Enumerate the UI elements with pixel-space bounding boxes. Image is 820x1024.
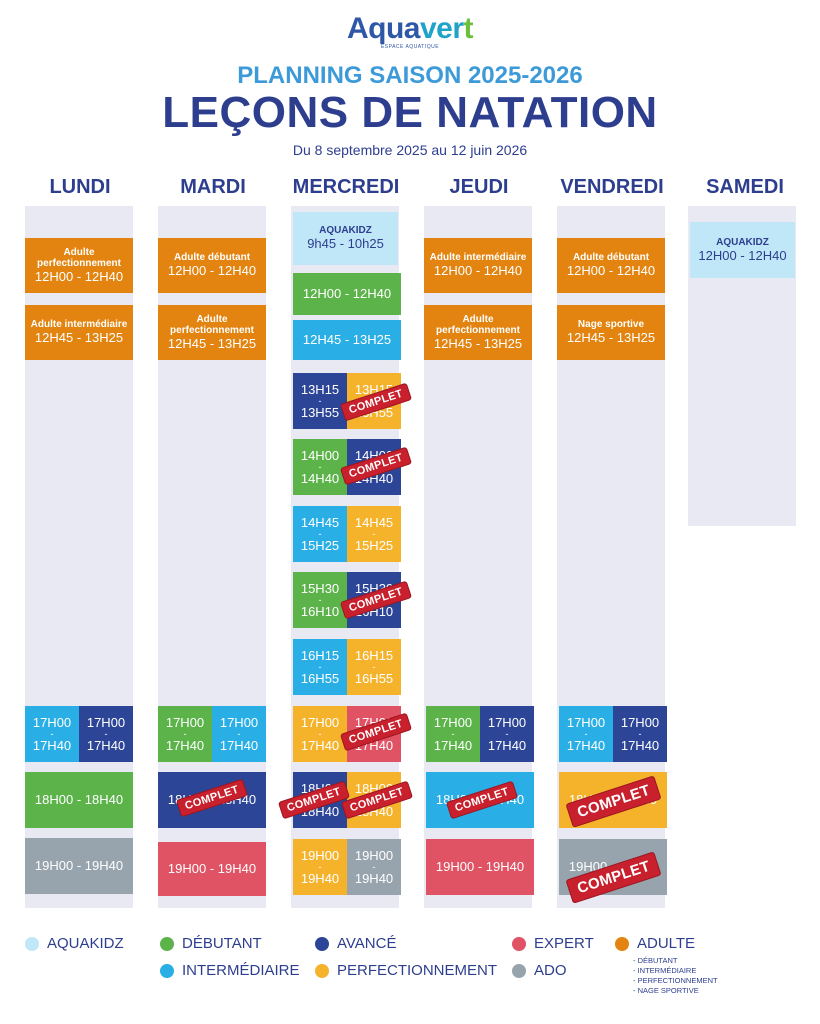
- lesson-slot[interactable]: 16H15-16H55: [347, 639, 401, 695]
- lesson-slot[interactable]: 14H00-14H40: [293, 439, 347, 495]
- lesson-slot[interactable]: 19H00 - 19H40: [25, 838, 133, 894]
- day-header-samedi: SAMEDI: [706, 176, 784, 198]
- day-header-jeudi: JEUDI: [449, 176, 509, 198]
- lesson-time: 12H45 - 13H25: [433, 335, 523, 351]
- lesson-slot[interactable]: 15H30-16H10: [293, 572, 347, 628]
- lesson-slot[interactable]: 17H00-17H40: [25, 706, 79, 762]
- lesson-time: 12H00 - 12H40: [698, 247, 787, 263]
- lesson-time: 12H00 - 12H40: [433, 263, 523, 278]
- lesson-time: 12H45 - 13H25: [566, 330, 656, 345]
- lesson-name: Nage sportive: [577, 319, 645, 330]
- lesson-name: Adulte perfectionnement: [436, 313, 520, 336]
- lesson-slot[interactable]: Nage sportive 12H45 - 13H25: [557, 305, 665, 360]
- lesson-name: Adulte débutant: [173, 252, 251, 263]
- lesson-name: Adulte débutant: [572, 252, 650, 263]
- lesson-slot[interactable]: 17H00-17H40: [426, 706, 480, 762]
- adulte-dot-icon: [615, 936, 629, 951]
- lesson-time: 12H00 - 12H40: [302, 286, 392, 301]
- debutant-dot-icon: [160, 936, 174, 951]
- legend-ado: ADO: [512, 962, 567, 979]
- adulte-sublist: - DÉBUTANT - INTERMÉDIAIRE - PERFECTIONN…: [633, 956, 718, 995]
- legend-expert: EXPERT: [512, 935, 594, 952]
- lesson-slot[interactable]: 19H00-19H40: [347, 839, 401, 895]
- logo-wordmark: Aquavert: [346, 12, 474, 45]
- lesson-slot[interactable]: 18H00 - 18H40: [25, 772, 133, 828]
- lesson-time: 19H00 - 19H40: [34, 858, 124, 873]
- aquakidz-dot-icon: [25, 936, 39, 951]
- lesson-slot[interactable]: Adulte perfectionnement 12H45 - 13H25: [158, 305, 266, 360]
- lesson-slot[interactable]: AQUAKIDZ 9h45 - 10h25: [293, 212, 398, 265]
- legend-aquakidz: AQUAKIDZ: [25, 935, 124, 952]
- lesson-slot[interactable]: Adulte intermédiaire 12H00 - 12H40: [424, 238, 532, 293]
- legend-avance: AVANCÉ: [315, 935, 396, 952]
- lesson-time: 12H00 - 12H40: [167, 263, 257, 278]
- lesson-slot[interactable]: Adulte perfectionnement 12H45 - 13H25: [424, 305, 532, 360]
- lesson-slot[interactable]: 14H45-15H25: [347, 506, 401, 562]
- lesson-name: AQUAKIDZ: [716, 236, 769, 248]
- lesson-slot[interactable]: 17H00-17H40: [559, 706, 613, 762]
- lesson-name: Adulte perfectionnement: [37, 246, 121, 269]
- lesson-time: 12H45 - 13H25: [34, 330, 124, 345]
- lesson-name: Adulte intermédiaire: [429, 252, 527, 263]
- lesson-slot[interactable]: Adulte intermédiaire 12H45 - 13H25: [25, 305, 133, 360]
- legend-debutant: DÉBUTANT: [160, 935, 262, 952]
- lesson-time: 18H00 - 18H40: [34, 792, 124, 807]
- lesson-name: Adulte perfectionnement: [170, 313, 254, 336]
- lesson-time: 19H00 - 19H40: [167, 861, 257, 876]
- lesson-time: 9h45 - 10h25: [307, 236, 384, 251]
- lesson-slot[interactable]: 17H00-17H40: [613, 706, 667, 762]
- lesson-time: 12H45 - 13H25: [302, 332, 392, 347]
- intermediaire-dot-icon: [160, 963, 174, 978]
- lesson-slot[interactable]: 19H00 - 19H40: [158, 842, 266, 896]
- lesson-name: Adulte intermédiaire: [30, 319, 128, 330]
- lesson-slot[interactable]: 12H00 - 12H40: [293, 273, 401, 315]
- lesson-slot[interactable]: 19H00-19H40: [293, 839, 347, 895]
- avance-dot-icon: [315, 936, 329, 951]
- lesson-time: 12H00 - 12H40: [566, 263, 656, 278]
- lesson-slot[interactable]: 17H00-17H40: [293, 706, 347, 762]
- lesson-slot[interactable]: 16H15-16H55: [293, 639, 347, 695]
- lesson-slot[interactable]: Adulte perfectionnement 12H00 - 12H40: [25, 238, 133, 293]
- expert-dot-icon: [512, 936, 526, 951]
- day-header-lundi: LUNDI: [49, 176, 111, 198]
- lesson-slot[interactable]: Adulte débutant 12H00 - 12H40: [557, 238, 665, 293]
- aquavert-logo: Aquavert ESPACE AQUATIQUE: [0, 12, 820, 50]
- lesson-slot[interactable]: Adulte débutant 12H00 - 12H40: [158, 238, 266, 293]
- lesson-slot[interactable]: 19H00 - 19H40: [426, 839, 534, 895]
- legend-intermediaire: INTERMÉDIAIRE: [160, 962, 300, 979]
- legend-perfectionnement: PERFECTIONNEMENT: [315, 962, 497, 979]
- season-dates: Du 8 septembre 2025 au 12 juin 2026: [292, 142, 528, 158]
- lesson-time: 19H00 - 19H40: [435, 859, 525, 874]
- day-header-mardi: MARDI: [180, 176, 246, 198]
- day-header-mercredi: MERCREDI: [292, 176, 400, 198]
- lesson-slot[interactable]: 13H15-13H55: [293, 373, 347, 429]
- logo-tagline: ESPACE AQUATIQUE: [380, 44, 440, 50]
- lesson-slot[interactable]: 17H00-17H40: [212, 706, 266, 762]
- lesson-slot[interactable]: 17H00-17H40: [158, 706, 212, 762]
- lesson-slot[interactable]: 17H00-17H40: [79, 706, 133, 762]
- lesson-slot[interactable]: 12H45 - 13H25: [293, 320, 401, 360]
- legend-adulte: ADULTE: [615, 935, 695, 952]
- lesson-slot[interactable]: 14H45-15H25: [293, 506, 347, 562]
- lesson-slot[interactable]: 17H00-17H40: [480, 706, 534, 762]
- page-title: LEÇONS DE NATATION: [162, 88, 658, 137]
- lesson-slot[interactable]: AQUAKIDZ 12H00 - 12H40: [690, 222, 795, 278]
- ado-dot-icon: [512, 963, 526, 978]
- perfectionnement-dot-icon: [315, 963, 329, 978]
- lesson-name: AQUAKIDZ: [319, 225, 372, 236]
- planning-subtitle: PLANNING SAISON 2025-2026: [237, 62, 583, 89]
- lesson-time: 12H00 - 12H40: [34, 268, 124, 284]
- lesson-time: 12H45 - 13H25: [167, 335, 257, 351]
- day-header-vendredi: VENDREDI: [560, 176, 664, 198]
